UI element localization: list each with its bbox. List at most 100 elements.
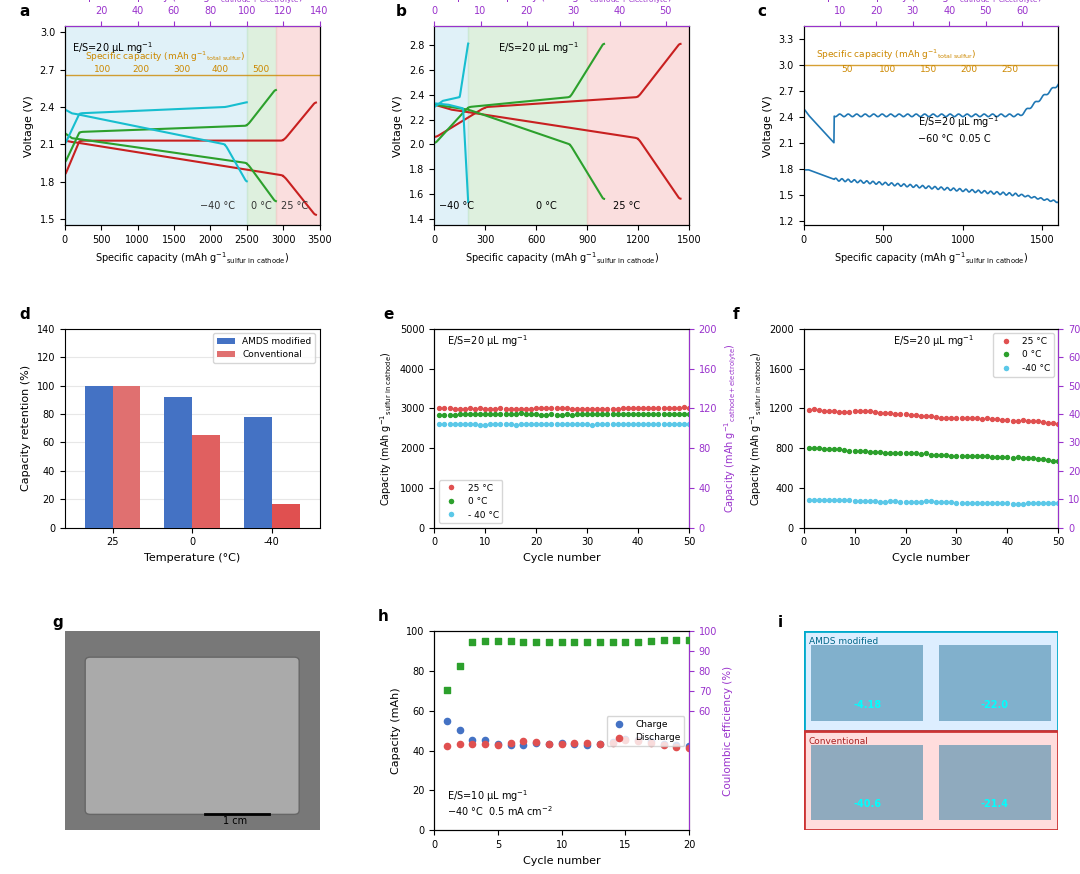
- Point: [482, 407, 499, 421]
- Point: [1004, 451, 1022, 465]
- Charge: [579, 738, 596, 752]
- Discharge: [566, 736, 583, 750]
- Point: [517, 402, 535, 416]
- Point: [502, 407, 519, 421]
- Point: [800, 403, 818, 417]
- Point: [978, 496, 996, 510]
- Text: 200: 200: [961, 65, 977, 74]
- Point: [1035, 452, 1052, 466]
- Charge: [502, 738, 519, 752]
- Point: [654, 417, 672, 431]
- Point: [538, 408, 555, 422]
- Point: [609, 407, 626, 421]
- Y-axis label: Voltage (V): Voltage (V): [393, 95, 404, 156]
- Point: [836, 443, 853, 457]
- Point: [1050, 454, 1067, 468]
- Point: [497, 407, 514, 421]
- Point: [937, 448, 955, 462]
- Discharge: [438, 739, 456, 753]
- Point: [532, 407, 550, 421]
- Charge: [553, 737, 570, 751]
- Bar: [65, 26, 246, 225]
- Point: [517, 406, 535, 420]
- Point: [634, 407, 651, 421]
- Text: 400: 400: [212, 65, 229, 74]
- Text: b: b: [396, 4, 407, 19]
- Point: [615, 417, 632, 431]
- Point: [558, 401, 576, 415]
- Point: [630, 406, 647, 420]
- Point: [836, 405, 853, 419]
- Point: [604, 635, 621, 649]
- Point: [984, 450, 1001, 464]
- Point: [579, 402, 596, 416]
- Point: [943, 496, 960, 510]
- Discharge: [630, 734, 647, 748]
- Text: 500: 500: [253, 65, 270, 74]
- Point: [680, 633, 698, 647]
- Point: [589, 402, 606, 416]
- Point: [446, 417, 463, 431]
- Point: [1004, 414, 1022, 428]
- Legend: 25 °C, 0 °C, - 40 °C: 25 °C, 0 °C, - 40 °C: [438, 480, 502, 524]
- X-axis label: Specific capacity (mAh g$^{-1}$$_{\rm{sulfur\ in\ cathode}}$): Specific capacity (mAh g$^{-1}$$_{\rm{su…: [834, 251, 1028, 267]
- Point: [558, 417, 576, 431]
- Point: [671, 401, 688, 415]
- Y-axis label: Capacity (mAh): Capacity (mAh): [391, 688, 401, 774]
- Bar: [244, 417, 272, 528]
- Point: [851, 494, 868, 508]
- Point: [660, 417, 677, 431]
- Y-axis label: Voltage (V): Voltage (V): [24, 95, 35, 156]
- Point: [497, 402, 514, 416]
- Point: [821, 493, 838, 507]
- Point: [892, 407, 909, 421]
- Point: [441, 407, 458, 421]
- Point: [543, 417, 561, 431]
- Point: [948, 496, 966, 510]
- Point: [806, 402, 823, 416]
- Charge: [515, 739, 532, 753]
- Point: [973, 496, 990, 510]
- Point: [583, 418, 600, 432]
- Point: [508, 402, 525, 416]
- Point: [881, 446, 899, 460]
- Point: [872, 406, 889, 420]
- Text: E/S=20 μL mg$^{-1}$: E/S=20 μL mg$^{-1}$: [918, 114, 999, 129]
- Charge: [489, 737, 507, 751]
- Bar: [939, 645, 1051, 721]
- Point: [665, 407, 683, 421]
- Text: E/S=20 μL mg$^{-1}$: E/S=20 μL mg$^{-1}$: [447, 333, 528, 349]
- Point: [1020, 413, 1037, 427]
- Point: [958, 411, 975, 425]
- Point: [527, 635, 544, 649]
- Point: [988, 412, 1005, 426]
- Point: [856, 405, 874, 419]
- Text: −40 °C: −40 °C: [200, 201, 234, 212]
- Point: [619, 418, 636, 432]
- Charge: [476, 733, 494, 747]
- Point: [523, 407, 540, 421]
- Point: [573, 402, 591, 416]
- Point: [913, 409, 930, 423]
- Point: [604, 402, 621, 416]
- Charge: [667, 739, 685, 753]
- Point: [487, 402, 504, 416]
- Point: [512, 418, 529, 432]
- Point: [958, 496, 975, 510]
- Point: [1029, 496, 1047, 510]
- Point: [639, 417, 657, 431]
- Point: [467, 402, 484, 416]
- X-axis label: Specific capacity (mAh g$^{-1}$$_{\rm{cathode+electrolyte}}$): Specific capacity (mAh g$^{-1}$$_{\rm{ca…: [81, 0, 303, 6]
- Point: [451, 659, 469, 673]
- Point: [892, 446, 909, 460]
- Point: [487, 418, 504, 432]
- Point: [831, 442, 848, 456]
- Point: [594, 418, 611, 432]
- Y-axis label: Capacity (mAh g$^{-1}$$_{\rm{cathode+electrolyte}}$): Capacity (mAh g$^{-1}$$_{\rm{cathode+ele…: [723, 343, 739, 513]
- Point: [527, 407, 544, 421]
- Point: [634, 401, 651, 415]
- Charge: [540, 737, 557, 751]
- X-axis label: Specific capacity (mAh g$^{-1}$$_{\rm{sulfur\ in\ cathode}}$): Specific capacity (mAh g$^{-1}$$_{\rm{su…: [95, 251, 289, 267]
- Point: [994, 496, 1011, 510]
- Point: [639, 401, 657, 415]
